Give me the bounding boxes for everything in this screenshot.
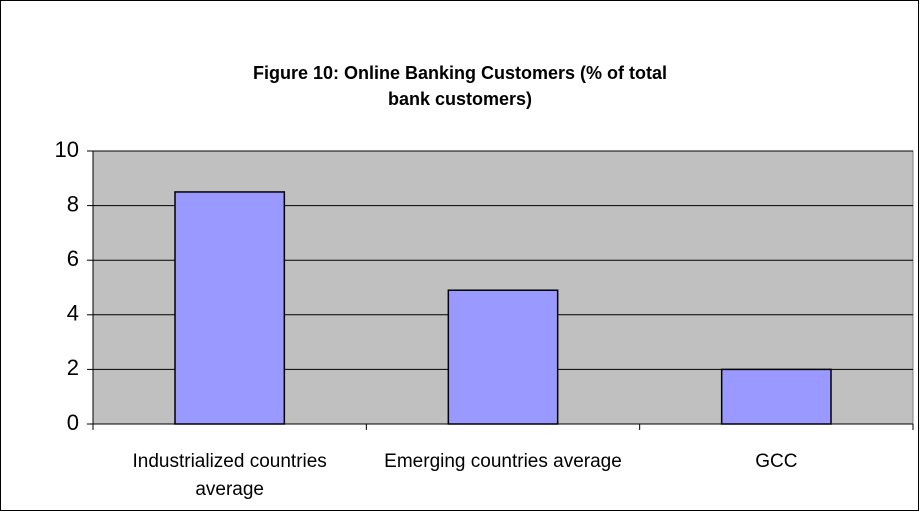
y-tick-label: 4 [67,301,79,326]
y-tick-label: 6 [67,246,79,271]
bar [447,289,559,425]
chart-title: Figure 10: Online Banking Customers (% o… [252,63,668,109]
x-tick-label: Industrialized countries average [132,451,327,500]
y-tick-label: 2 [67,355,79,380]
bar [174,191,286,425]
y-tick-label: 8 [67,191,79,216]
bar [720,368,832,425]
y-tick-label: 0 [67,410,79,435]
x-tick-label: Emerging countries average [384,451,622,472]
y-tick-label: 10 [55,137,79,162]
x-tick-label: GCC [755,451,798,472]
